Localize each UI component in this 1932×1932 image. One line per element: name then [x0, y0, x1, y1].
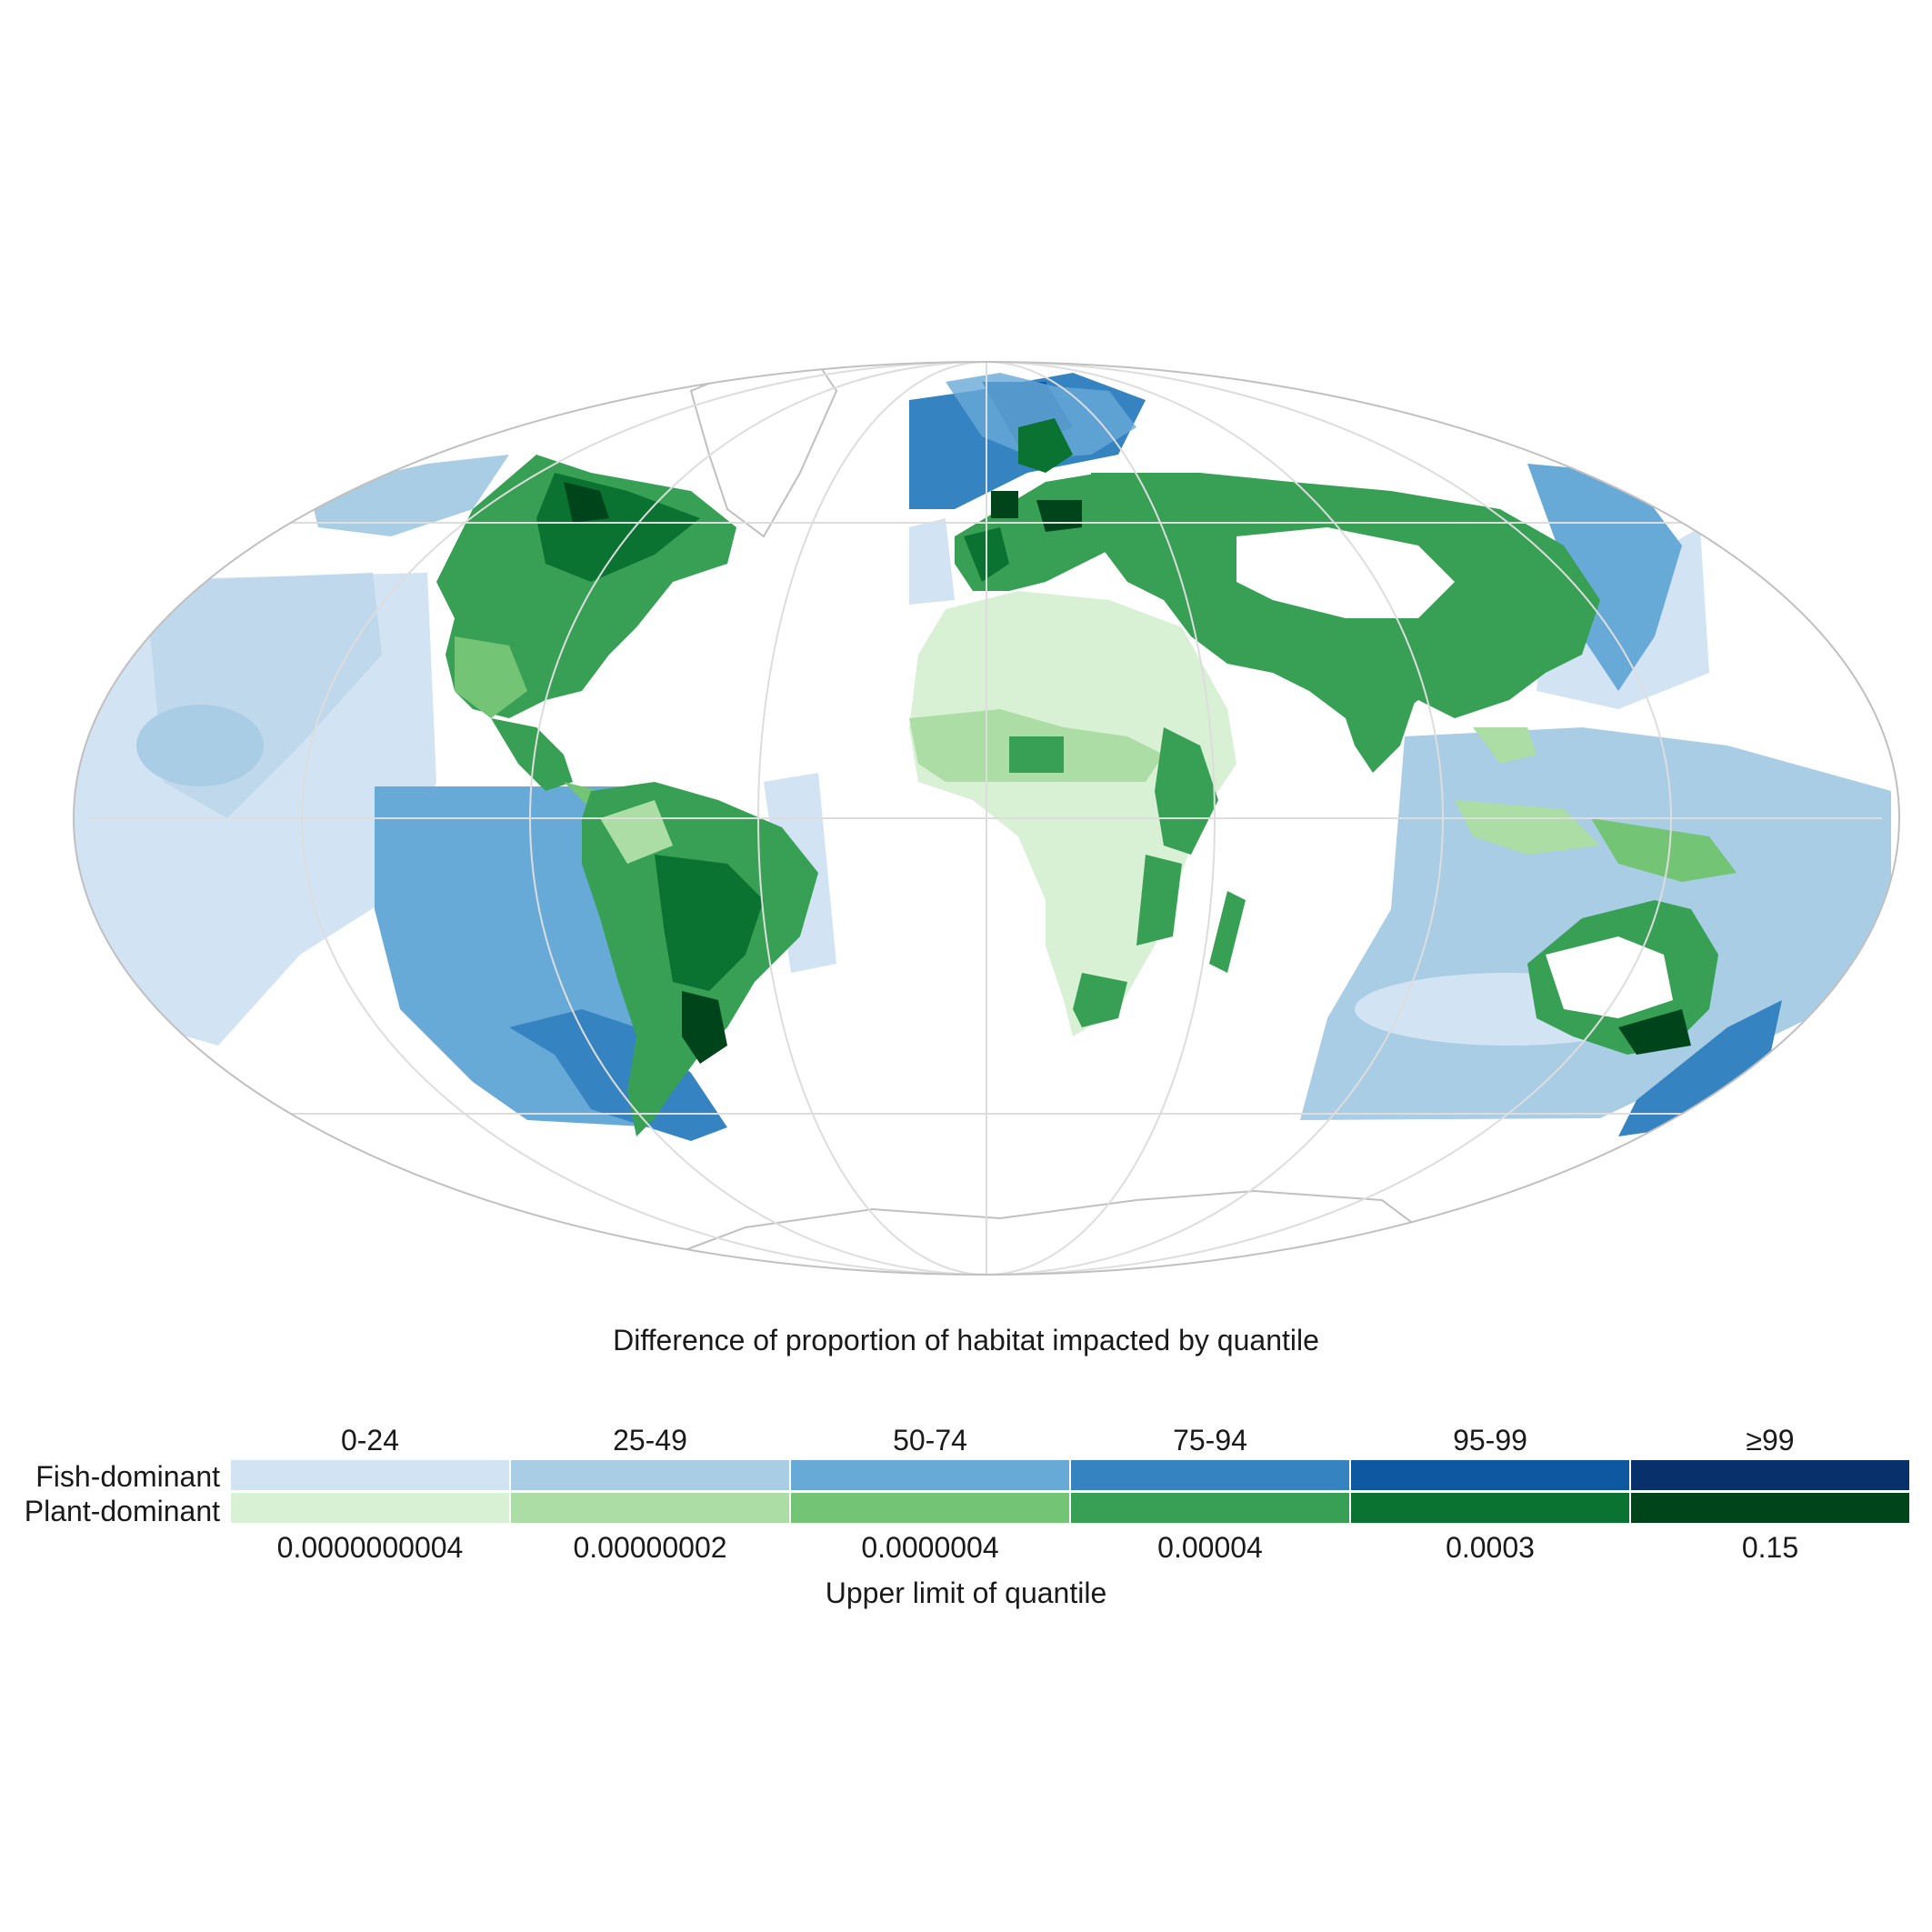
legend-title: Difference of proportion of habitat impa… — [613, 1324, 1319, 1356]
fish-swatch — [1351, 1460, 1629, 1490]
globe-outline — [73, 361, 1900, 1276]
quantile-label: 50-74 — [893, 1424, 967, 1457]
graticule — [91, 362, 1882, 1275]
fish-swatch — [1071, 1460, 1349, 1490]
antarctica-outline — [672, 1189, 1421, 1275]
australia — [1527, 900, 1718, 1055]
fish-swatch — [231, 1460, 509, 1490]
plant-swatch — [231, 1493, 509, 1523]
upper-limit-label: 0.15 — [1741, 1531, 1799, 1564]
plant-swatch — [1631, 1493, 1909, 1523]
upper-limit-label: 0.0000004 — [861, 1531, 999, 1564]
quantile-label: 75-94 — [1173, 1424, 1247, 1457]
upper-limit-label: 0.0000000004 — [276, 1531, 464, 1564]
quantile-label: 25-49 — [613, 1424, 687, 1457]
africa — [909, 591, 1246, 1036]
plant-swatch — [791, 1493, 1069, 1523]
quantile-label: ≥99 — [1746, 1424, 1795, 1457]
legend-subtitle: Upper limit of quantile — [825, 1577, 1107, 1609]
upper-limit-label: 0.00000002 — [573, 1531, 727, 1564]
quantile-label: 0-24 — [340, 1424, 400, 1457]
plant-dominant-label: Plant-dominant — [24, 1495, 220, 1527]
north-america — [436, 455, 736, 809]
plant-swatch — [511, 1493, 789, 1523]
quantile-label: 95-99 — [1453, 1424, 1527, 1457]
plant-swatch — [1351, 1493, 1629, 1523]
fish-dominant-label: Fish-dominant — [35, 1460, 220, 1493]
arctic-fish — [946, 373, 1136, 459]
upper-limit-label: 0.0003 — [1446, 1531, 1535, 1564]
upper-limit-label: 0.00004 — [1157, 1531, 1263, 1564]
plant-swatch — [1071, 1493, 1349, 1523]
world-map — [73, 361, 1900, 1276]
fish-swatch — [1631, 1460, 1909, 1490]
fish-swatch — [511, 1460, 789, 1490]
asia — [1091, 473, 1737, 882]
fish-swatch — [791, 1460, 1069, 1490]
europe — [955, 418, 1127, 591]
